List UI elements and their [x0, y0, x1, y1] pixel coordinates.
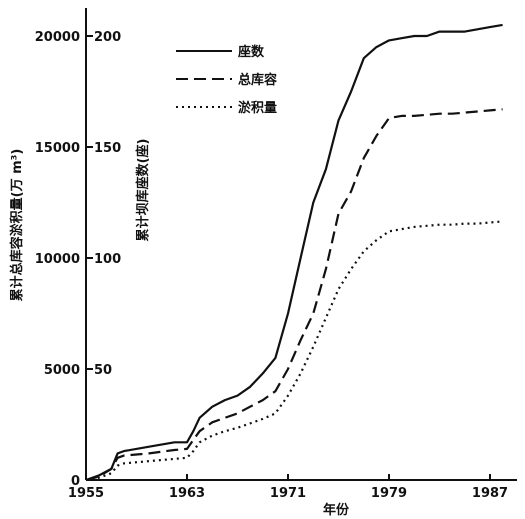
- y-right-tick-label-2: 150: [94, 141, 121, 156]
- legend-label-2: 淤积量: [238, 100, 277, 116]
- chart-axes: [85, 8, 517, 481]
- x-axis-label: 年份: [323, 502, 350, 518]
- chart-series: [85, 23, 503, 482]
- chart-ticks: 1955 1963 1971 1979 1987 0 5000 10000 15000 20000…: [35, 30, 508, 501]
- y-left-tick-label-1: 5000: [44, 363, 80, 378]
- y-axis-label-right: 累计坝库座数(座): [135, 139, 151, 242]
- y-right-tick-label-1: 100: [94, 252, 121, 267]
- y-axis-label-left: 累计总库容淤积量(万 m³): [9, 149, 25, 302]
- y-left-tick-label-3: 15000: [35, 141, 80, 156]
- y-left-tick-label-0: 0: [71, 474, 80, 489]
- series-line-0: [85, 23, 503, 482]
- y-left-tick-label-4: 20000: [35, 30, 80, 45]
- x-tick-label-2: 1971: [270, 486, 306, 501]
- chart-legend: 座数 总库容 淤积量: [176, 44, 277, 116]
- x-tick-label-0: 1955: [68, 486, 104, 501]
- y-left-tick-label-2: 10000: [35, 252, 80, 267]
- legend-label-1: 总库容: [238, 72, 277, 88]
- x-tick-label-4: 1987: [472, 486, 508, 501]
- y-right-tick-label-3: 200: [94, 30, 121, 45]
- series-line-1: [85, 108, 503, 482]
- y-right-tick-label-0: 50: [94, 363, 112, 378]
- x-tick-label-1: 1963: [169, 486, 205, 501]
- legend-label-0: 座数: [237, 44, 265, 60]
- series-line-2: [85, 220, 503, 482]
- x-tick-label-3: 1979: [371, 486, 407, 501]
